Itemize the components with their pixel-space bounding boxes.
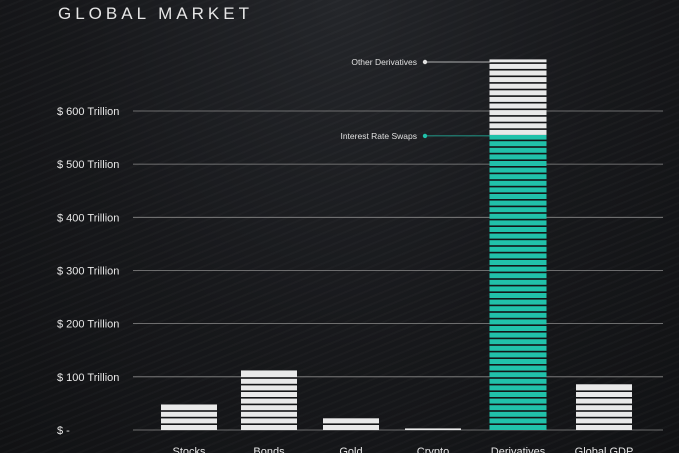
x-category-label: Gold	[339, 446, 362, 453]
y-tick-label: $ 500 Trillion	[57, 159, 119, 171]
x-category-label: Derivatives	[491, 446, 546, 453]
annotation-dot	[422, 59, 428, 65]
annotation-other-derivatives: Other Derivatives	[351, 57, 417, 67]
bar-bonds	[241, 370, 297, 430]
bar-stocks	[161, 404, 217, 430]
x-category-label: Stocks	[172, 446, 206, 453]
chart-title: GLOBAL MARKET	[58, 4, 253, 23]
annotation-dot	[422, 133, 428, 139]
annotation-interest-rate-swaps: Interest Rate Swaps	[340, 131, 417, 141]
y-tick-label: $ 100 Trillion	[57, 372, 119, 384]
y-tick-label: $ 400 Trillion	[57, 212, 119, 224]
bar-derivatives-other	[489, 59, 547, 135]
x-category-label: Crypto	[417, 446, 449, 453]
bar-gold	[323, 418, 379, 430]
bar-crypto	[405, 428, 461, 430]
y-tick-label: $ 600 Trillion	[57, 106, 119, 118]
bar-derivatives-interest-rate-swaps	[489, 134, 547, 430]
bar-global-gdp	[576, 384, 632, 430]
x-category-label: Global GDP	[575, 446, 634, 453]
y-tick-label: $ 200 Trillion	[57, 319, 119, 331]
y-tick-label: $ -	[57, 425, 70, 437]
x-category-label: Bonds	[253, 446, 285, 453]
y-tick-label: $ 300 Trillion	[57, 265, 119, 277]
